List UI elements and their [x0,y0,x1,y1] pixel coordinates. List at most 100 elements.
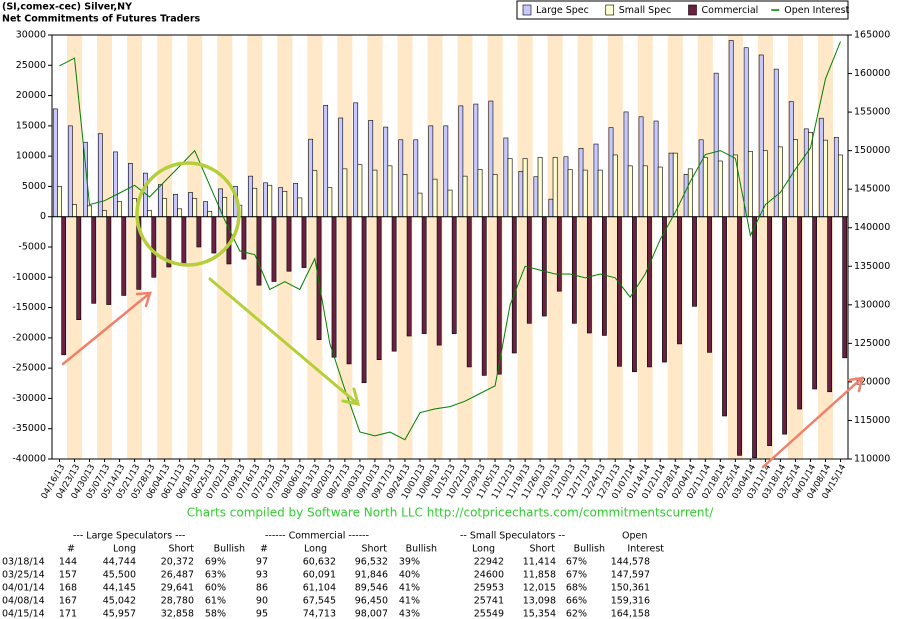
table-cell: 68% [566,583,587,594]
bar [758,54,764,218]
bar [181,216,187,266]
table-cell: 28,780 [161,596,194,607]
y2-tick-label: 140000 [854,222,890,233]
bar [263,182,268,218]
table-cell: 44,744 [103,557,136,568]
bar [308,138,314,218]
y2-tick-label: 155000 [854,107,890,118]
table-cell: 22942 [474,557,504,568]
bar [346,216,352,365]
bar [563,156,569,218]
bar [372,169,378,218]
bar [278,187,283,218]
bar [503,137,509,218]
bar [767,216,772,446]
chart-title: (SI,comex-cec) Silver,NY [2,2,132,13]
bar [782,216,788,435]
bar [582,169,588,218]
band [157,35,173,459]
table-cell: 97 [256,557,268,568]
table-cell: 58% [205,609,226,619]
y-tick-label: 0 [40,211,46,222]
bar [623,111,629,218]
y2-tick-label: 115000 [854,415,890,426]
red-arrow [761,376,864,469]
table-cell: 61,104 [303,583,336,594]
table-cell: 45,500 [103,570,136,581]
legend-label: Small Spec [619,5,672,16]
bar [466,216,472,368]
bar [752,216,757,459]
bar [632,216,637,373]
table-cell: 04/15/14 [2,609,45,619]
bar [357,164,363,218]
legend-swatch [688,4,697,16]
table-group-header: -- Small Speculators -- [460,531,565,542]
table-cell: 43% [399,609,420,619]
table-cell: 63% [205,570,226,581]
bar [323,104,329,218]
bar [61,216,67,356]
bar [173,194,178,218]
bar [402,174,408,218]
bar [526,216,532,324]
bar [533,176,539,218]
bar [361,216,367,383]
table-cell: 86 [256,583,268,594]
bar [376,216,382,360]
bar [177,208,183,218]
y2-tick-label: 135000 [854,261,890,272]
band [247,35,263,459]
bar [353,102,359,218]
bar [338,117,344,218]
bar [102,210,107,218]
bar [747,150,753,218]
table-cell: 159,316 [611,596,650,607]
y2-tick-label: 160000 [854,68,890,79]
y-tick-label: -20000 [12,332,46,343]
bar [567,169,573,218]
table-cell: 67% [566,570,587,581]
table-cell: 44,145 [103,583,136,594]
legend-swatch [522,4,532,16]
bar [267,184,273,218]
bar [406,216,412,337]
table-column-header: # [67,544,75,555]
bar [842,216,848,359]
table-cell: 45,042 [103,596,136,607]
bar [597,169,603,218]
table-cell: 45,957 [103,609,136,619]
table-cell: 03/18/14 [2,557,45,568]
legend-box [516,0,849,20]
bar [421,216,427,334]
bar [578,147,584,218]
table-cell: 41% [399,583,420,594]
table-cell: 61% [205,596,226,607]
table-cell: 04/08/14 [2,596,45,607]
y2-tick-label: 150000 [854,145,890,156]
table-column-header: Long [472,544,495,555]
table-cell: 24600 [474,570,504,581]
bar [76,216,82,320]
bar [387,165,393,218]
table-cell: 25953 [474,583,504,594]
bar [151,216,157,278]
band [547,35,563,459]
table-cell: 157 [59,570,77,581]
bar [522,158,528,218]
bar [537,157,543,218]
bar [72,204,77,218]
red-arrow [61,291,152,366]
y2-tick-label: 145000 [854,184,890,195]
bar [797,216,803,410]
bar [203,201,208,218]
table-column-header: Long [304,544,327,555]
bar [188,192,193,218]
y-tick-label: -40000 [12,454,46,465]
y-tick-label: -15000 [12,302,46,313]
bar [556,216,562,292]
bar [477,169,483,218]
legend-swatch [605,4,615,16]
bar [158,184,163,218]
bar [672,152,678,218]
